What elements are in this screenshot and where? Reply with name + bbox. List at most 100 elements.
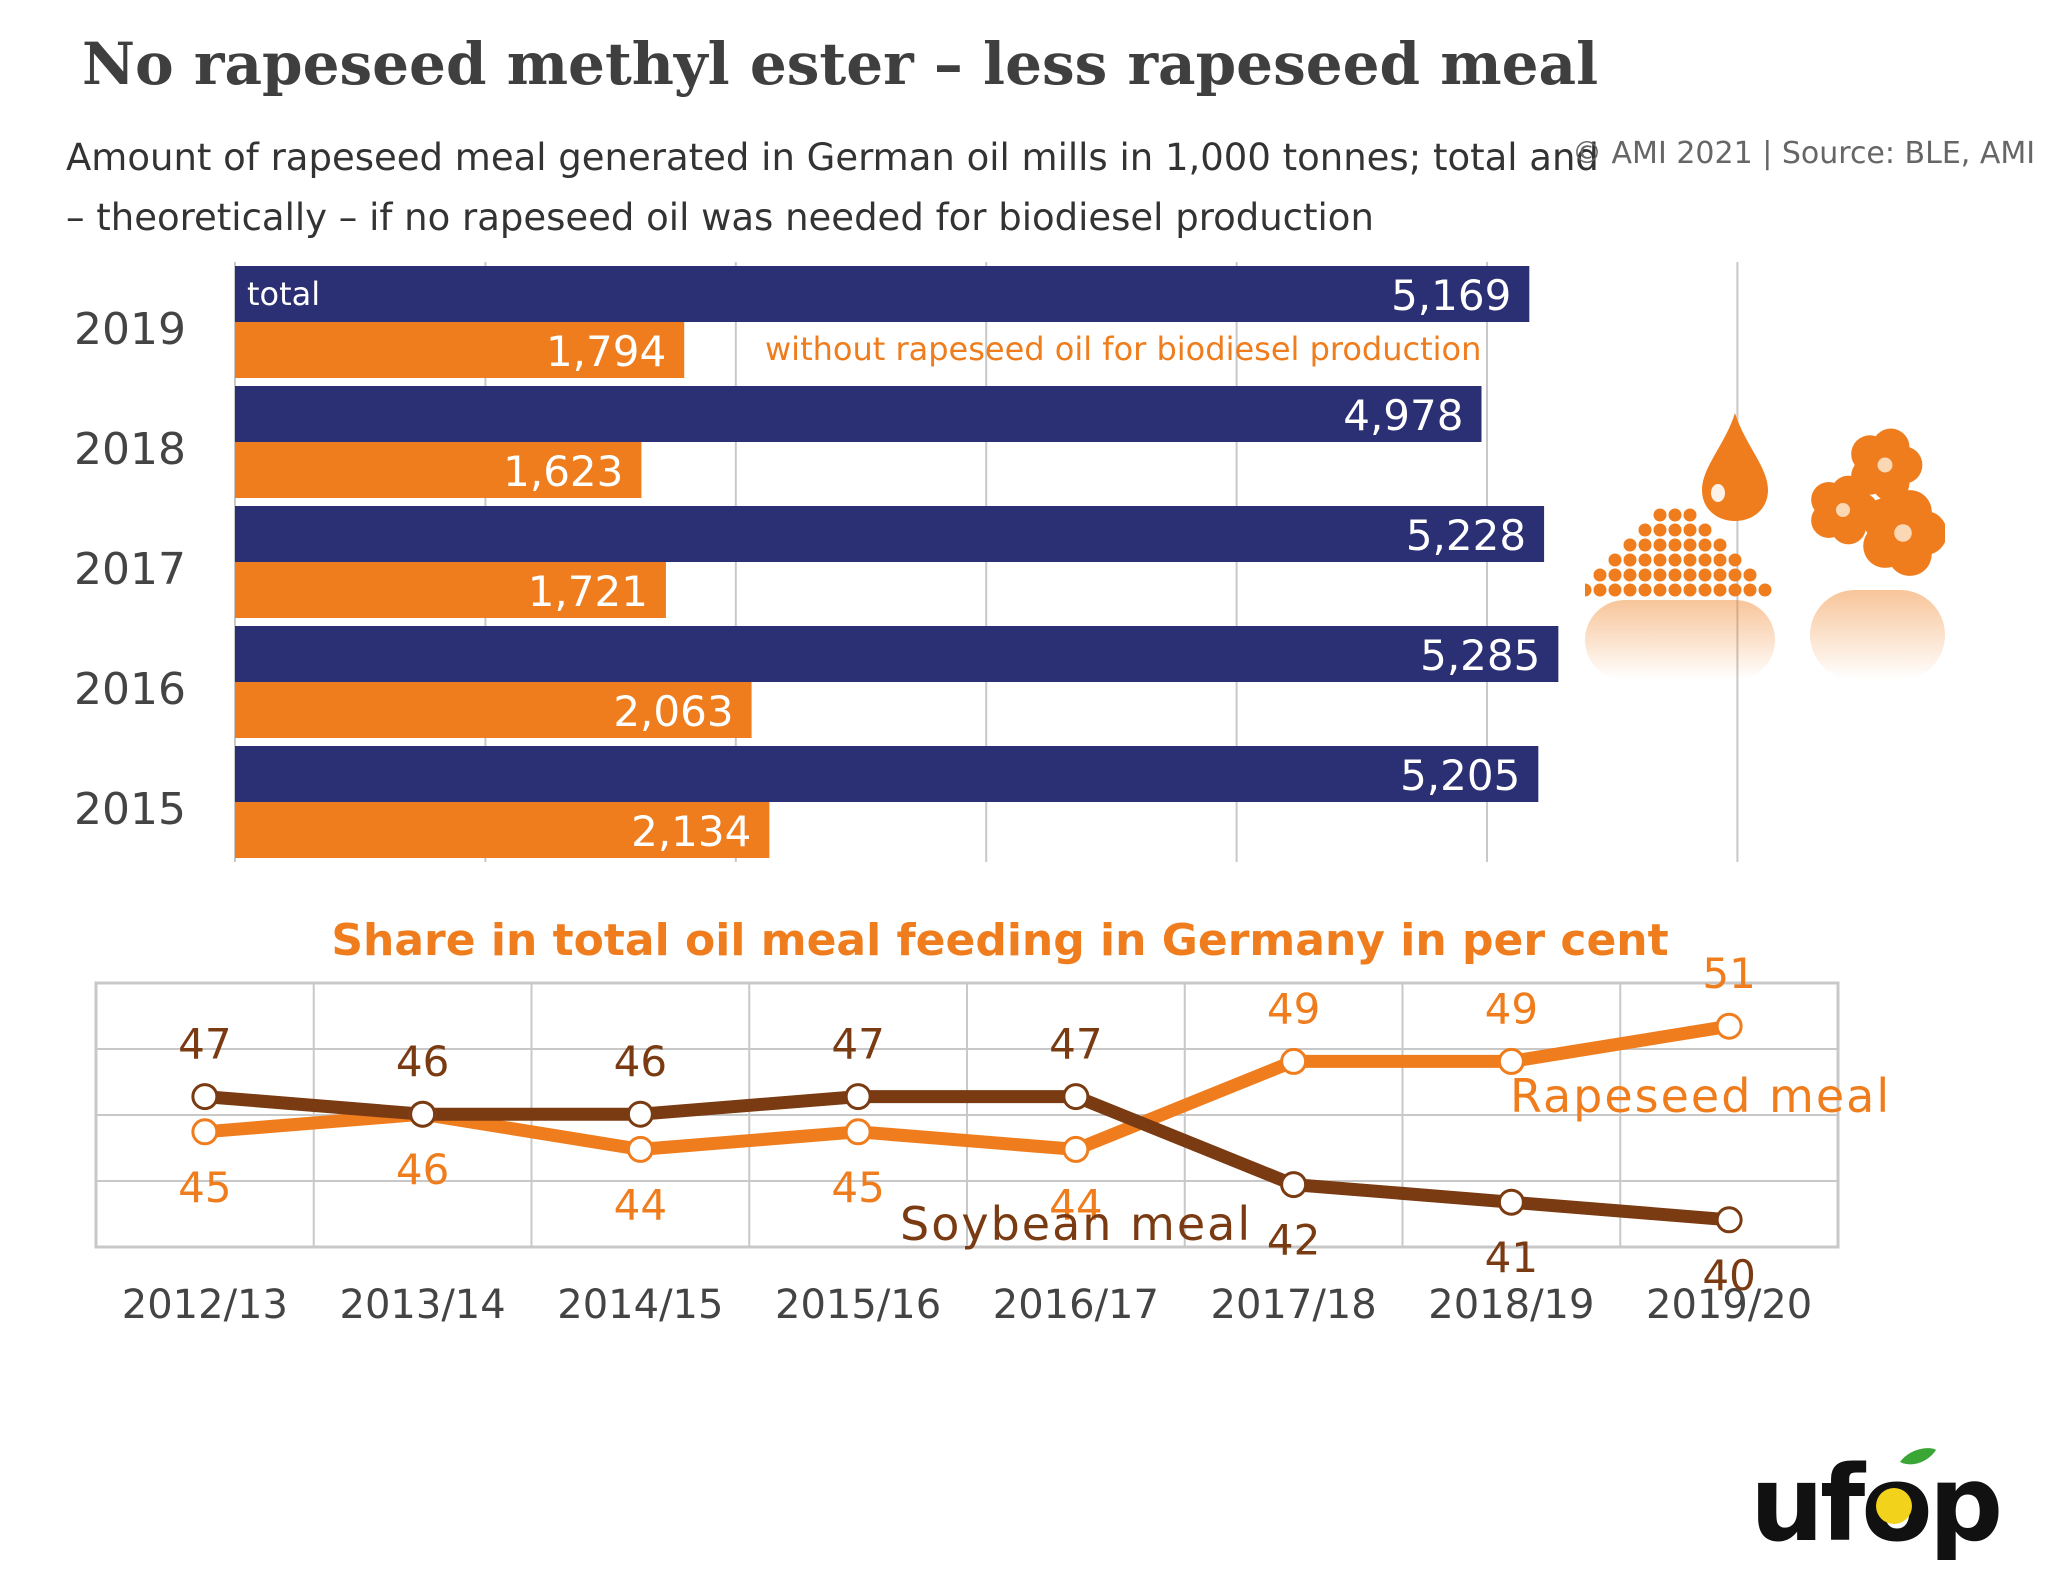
- soybean-meal-line: [198, 1090, 1736, 1227]
- seed: [1728, 568, 1742, 582]
- seed: [1638, 523, 1652, 537]
- seed: [1713, 553, 1727, 567]
- rapeseed-meal-point: [1280, 1047, 1308, 1075]
- rapeseed-meal-value: 44: [1049, 1180, 1102, 1229]
- seed: [1728, 583, 1742, 597]
- seed: [1623, 568, 1637, 582]
- flower-petal: [1872, 428, 1910, 466]
- rapeseed-meal-point: [191, 1118, 219, 1146]
- seed: [1668, 523, 1682, 537]
- seed: [1743, 568, 1757, 582]
- soybean-meal-value: 47: [1049, 1020, 1102, 1069]
- rapeseed-meal-value: 44: [614, 1180, 667, 1229]
- seed: [1698, 523, 1712, 537]
- seed: [1683, 508, 1697, 522]
- series-name-soybean: Soybean meal: [900, 1197, 1252, 1251]
- soybean-meal-value: 46: [396, 1037, 449, 1086]
- soybean-meal-point: [1062, 1083, 1090, 1111]
- series-name-total: total: [247, 275, 320, 313]
- bar-total: [235, 626, 1559, 682]
- seed: [1653, 523, 1667, 537]
- rapeseed-meal-value: 51: [1702, 949, 1755, 998]
- seed-reflection: [1585, 600, 1775, 680]
- bar-total: [235, 506, 1545, 562]
- series-name-rapeseed: Rapeseed meal: [1510, 1069, 1891, 1123]
- rapeseed-meal-point: [1497, 1047, 1525, 1075]
- seed: [1668, 568, 1682, 582]
- rapeseed-meal-point: [844, 1118, 872, 1146]
- seed: [1683, 538, 1697, 552]
- series-name-without-biodiesel: without rapeseed oil for biodiesel produ…: [765, 330, 1481, 368]
- x-tick-label: 2018/19: [1428, 1282, 1594, 1328]
- seed: [1668, 553, 1682, 567]
- x-tick-label: 2013/14: [340, 1282, 506, 1328]
- seed: [1623, 538, 1637, 552]
- seed: [1585, 583, 1592, 597]
- bar-without-biodiesel: [235, 682, 752, 738]
- seed: [1713, 568, 1727, 582]
- soybean-meal-value: 47: [831, 1020, 884, 1069]
- bar-without-biodiesel-label: 2,063: [613, 687, 733, 736]
- seed: [1698, 553, 1712, 567]
- seed: [1683, 553, 1697, 567]
- seed: [1713, 583, 1727, 597]
- bar-without-biodiesel: [235, 442, 642, 498]
- seed: [1683, 523, 1697, 537]
- bar-total-label: 5,285: [1420, 631, 1540, 680]
- x-tick-label: 2014/15: [557, 1282, 723, 1328]
- x-tick-label: 2015/16: [775, 1282, 941, 1328]
- seed: [1653, 583, 1667, 597]
- seed: [1623, 553, 1637, 567]
- rapeseed-meal-value: 46: [396, 1145, 449, 1194]
- seed: [1668, 583, 1682, 597]
- seed: [1653, 553, 1667, 567]
- seed: [1638, 583, 1652, 597]
- seed: [1593, 568, 1607, 582]
- seed: [1683, 568, 1697, 582]
- flower-center: [1894, 524, 1912, 542]
- rapeseed-meal-value: 49: [1267, 984, 1320, 1033]
- x-tick-label: 2016/17: [993, 1282, 1159, 1328]
- rapeseed-illustration: [1585, 413, 1945, 680]
- soybean-meal-value: 47: [178, 1020, 231, 1069]
- bar-total: [235, 266, 1530, 322]
- soybean-meal-value: 41: [1485, 1233, 1538, 1282]
- seed: [1608, 583, 1622, 597]
- soybean-meal-value: 40: [1702, 1251, 1755, 1300]
- line-chart-title: Share in total oil meal feeding in Germa…: [331, 915, 1668, 966]
- page-subtitle: Amount of rapeseed meal generated in Ger…: [66, 136, 1599, 239]
- seed: [1728, 553, 1742, 567]
- seed: [1638, 538, 1652, 552]
- flower-petal: [1830, 475, 1867, 511]
- seed: [1623, 583, 1637, 597]
- soybean-meal-value: 42: [1267, 1216, 1320, 1265]
- seed: [1608, 553, 1622, 567]
- bar-without-biodiesel: [235, 322, 685, 378]
- bar-total-label: 5,169: [1391, 271, 1511, 320]
- bar-total: [235, 746, 1539, 802]
- flower-center: [1877, 457, 1893, 473]
- x-tick-label: 2012/13: [122, 1282, 288, 1328]
- soybean-meal-point: [1280, 1171, 1308, 1199]
- bar-chart: 2019 5,169 1,794 2018 4,978 1,623 2017 5,228 1,7…: [74, 262, 1739, 862]
- bar-without-biodiesel-label: 1,721: [528, 567, 648, 616]
- seed: [1668, 538, 1682, 552]
- x-tick-label: 2017/18: [1211, 1282, 1377, 1328]
- seed: [1743, 583, 1757, 597]
- year-label: 2018: [74, 424, 186, 475]
- seed: [1653, 508, 1667, 522]
- bar-without-biodiesel-label: 1,794: [546, 327, 666, 376]
- seed: [1668, 508, 1682, 522]
- bar-total: [235, 386, 1482, 442]
- seed: [1593, 583, 1607, 597]
- seed: [1683, 583, 1697, 597]
- bar-without-biodiesel: [235, 802, 770, 858]
- rapeseed-meal-value: 49: [1485, 984, 1538, 1033]
- source-note: © AMI 2021 | Source: BLE, AMI: [1572, 136, 2036, 171]
- oil-drop-icon: [1702, 413, 1768, 521]
- ufop-logo: ufop: [1750, 1443, 2003, 1560]
- flower-center: [1835, 502, 1851, 518]
- seed: [1698, 583, 1712, 597]
- bar-total-label: 4,978: [1343, 391, 1463, 440]
